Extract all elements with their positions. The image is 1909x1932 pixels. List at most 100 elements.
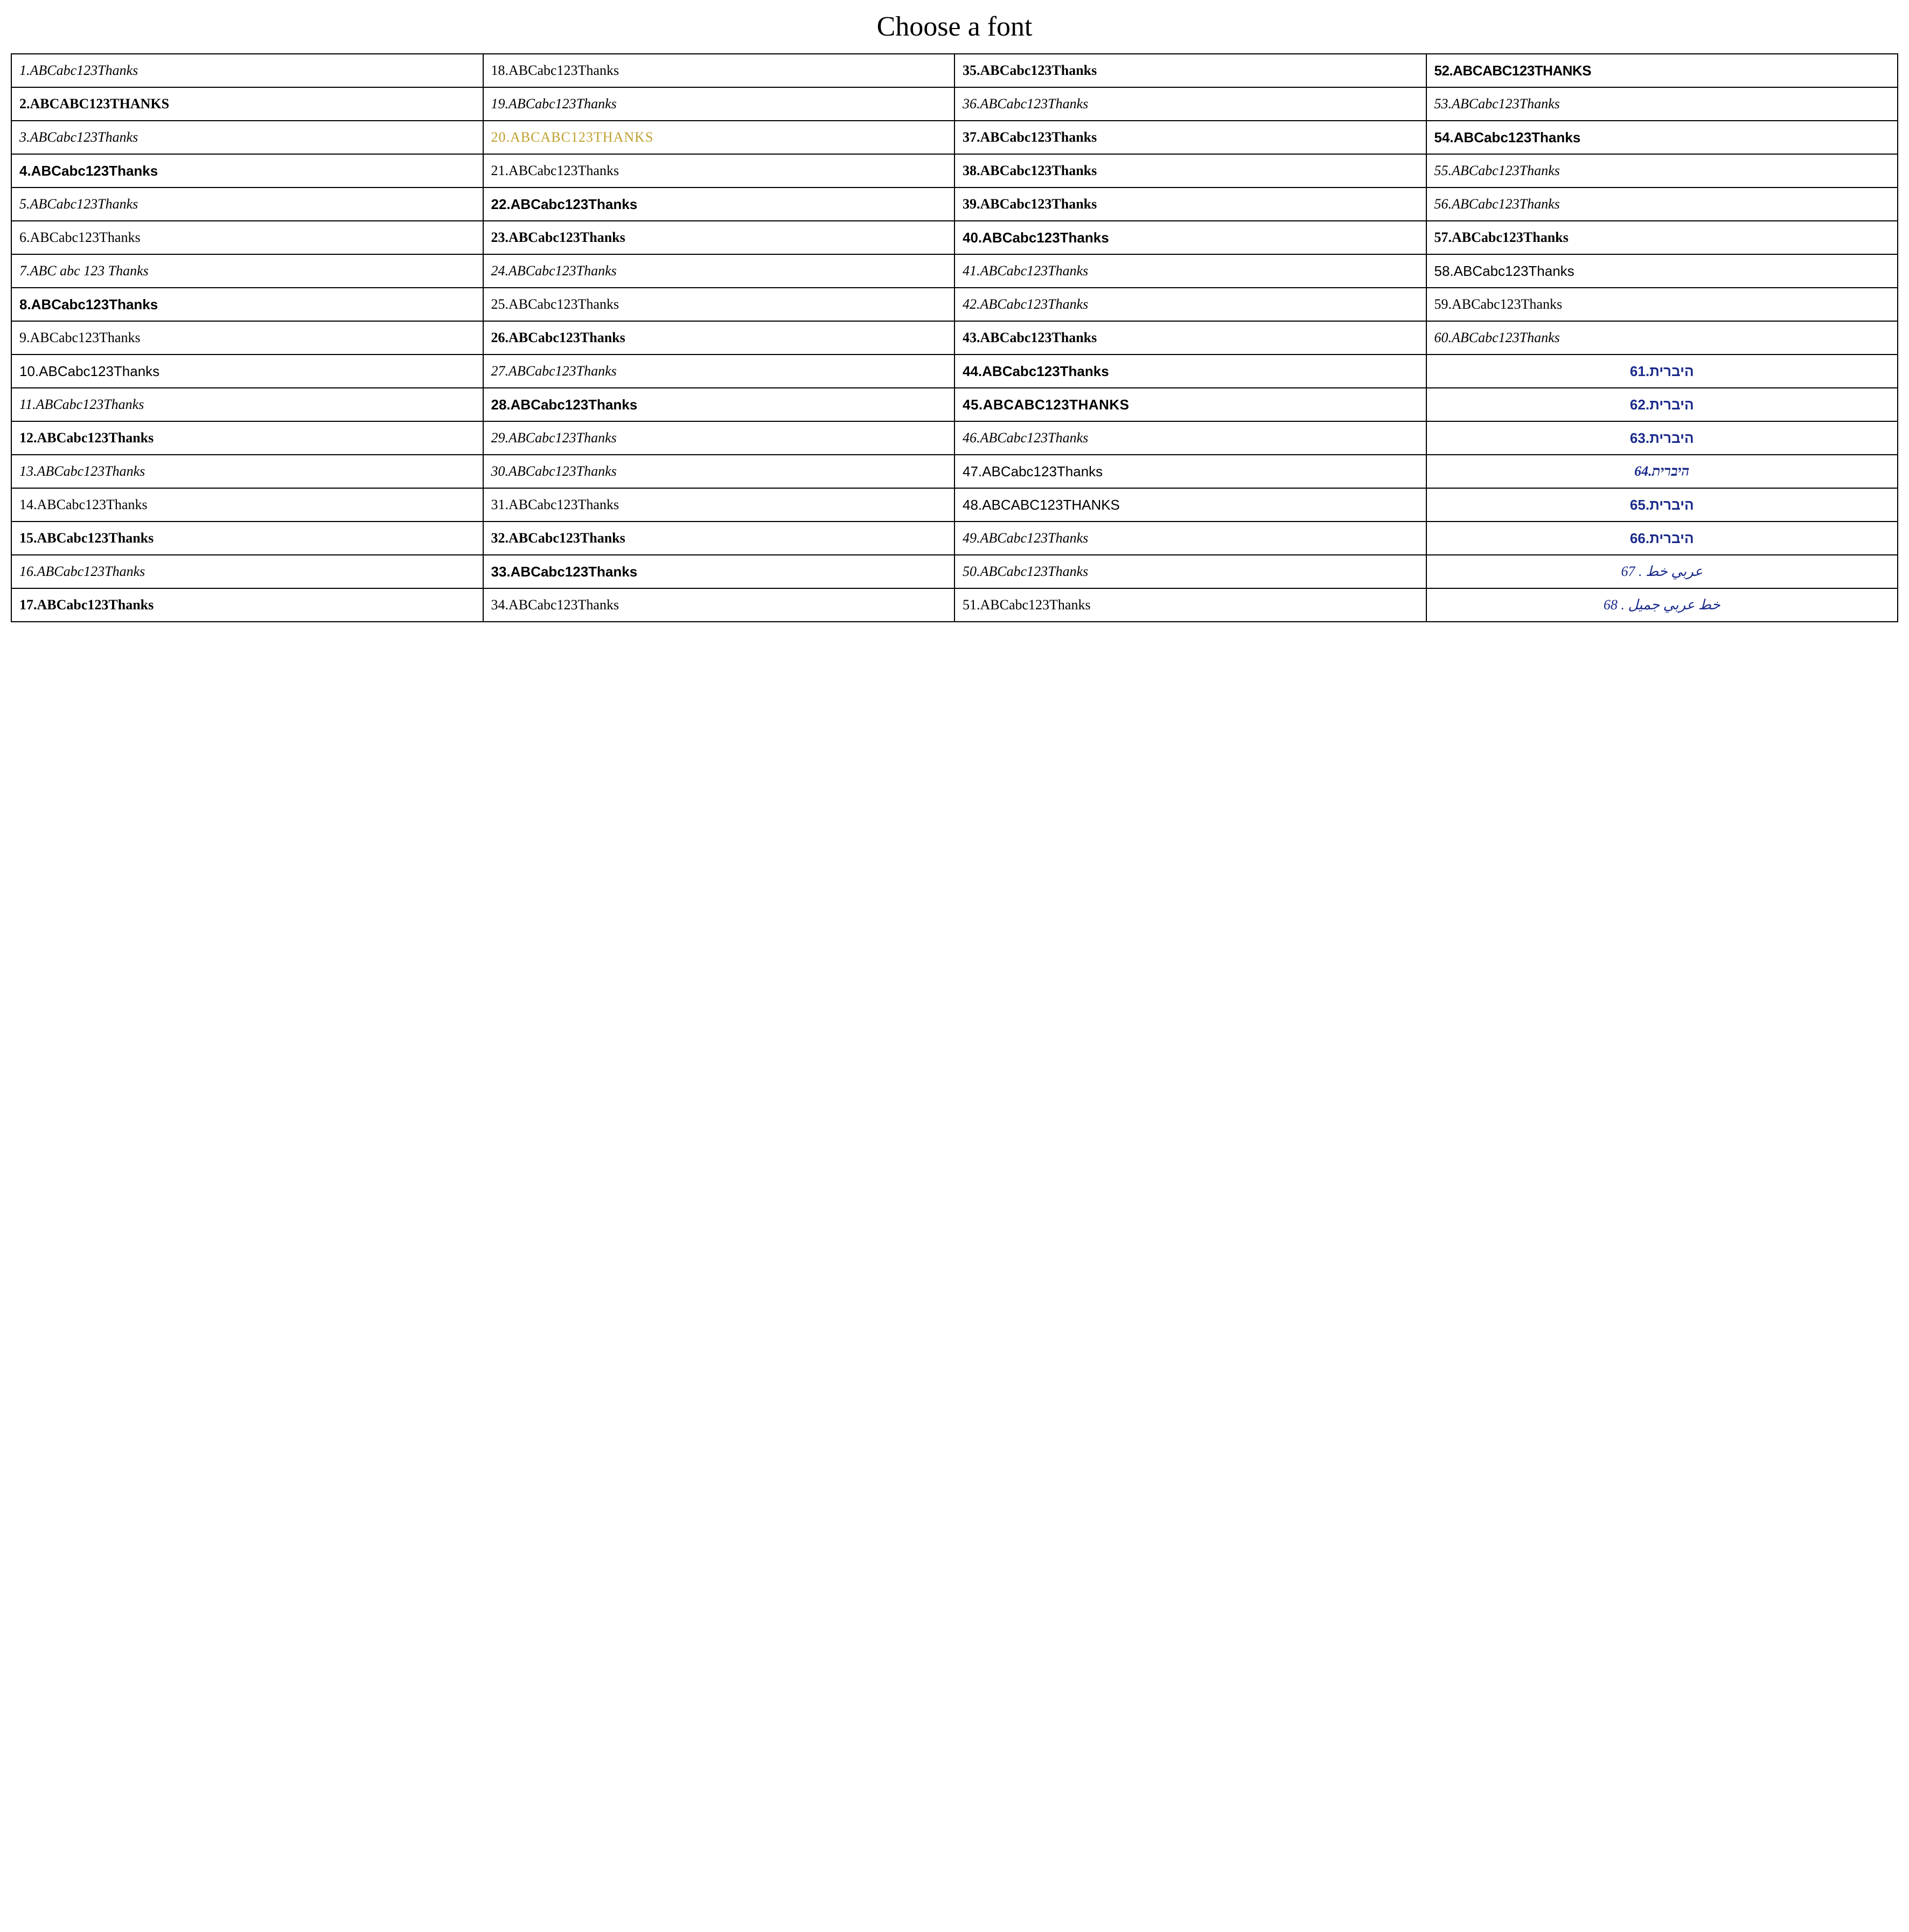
font-sample-15[interactable]: 15.ABCabc123Thanks <box>11 522 483 555</box>
font-sample-64[interactable]: 64.היברית <box>1426 455 1898 488</box>
font-sample-65[interactable]: 65.היברית <box>1426 488 1898 522</box>
font-sample-13[interactable]: 13.ABCabc123Thanks <box>11 455 483 488</box>
font-sample-61[interactable]: 61.היברית <box>1426 355 1898 388</box>
table-row: 17.ABCabc123Thanks34.ABCabc123Thanks51.A… <box>11 588 1898 622</box>
font-sample-63[interactable]: 63.היברית <box>1426 421 1898 455</box>
font-sample-label: 40.ABCabc123Thanks <box>963 230 1109 246</box>
font-sample-label: 43.ABCabc123Thanks <box>963 330 1097 345</box>
font-sample-53[interactable]: 53.ABCabc123Thanks <box>1426 87 1898 121</box>
font-sample-label: 13.ABCabc123Thanks <box>19 463 145 479</box>
font-sample-2[interactable]: 2.ABCABC123THANKS <box>11 87 483 121</box>
font-sample-11[interactable]: 11.ABCabc123Thanks <box>11 388 483 421</box>
font-sample-19[interactable]: 19.ABCabc123Thanks <box>483 87 955 121</box>
font-sample-25[interactable]: 25.ABCabc123Thanks <box>483 288 955 321</box>
font-sample-17[interactable]: 17.ABCabc123Thanks <box>11 588 483 622</box>
font-sample-51[interactable]: 51.ABCabc123Thanks <box>954 588 1426 622</box>
font-sample-26[interactable]: 26.ABCabc123Thanks <box>483 321 955 355</box>
font-sample-9[interactable]: 9.ABCabc123Thanks <box>11 321 483 355</box>
font-sample-31[interactable]: 31.ABCabc123Thanks <box>483 488 955 522</box>
font-sample-66[interactable]: 66.היברית <box>1426 522 1898 555</box>
font-sample-57[interactable]: 57.ABCabc123Thanks <box>1426 221 1898 254</box>
font-sample-label: 10.ABCabc123Thanks <box>19 363 159 379</box>
font-sample-label: 27.ABCabc123Thanks <box>491 363 617 379</box>
font-sample-62[interactable]: 62.היברית <box>1426 388 1898 421</box>
font-sample-5[interactable]: 5.ABCabc123Thanks <box>11 187 483 221</box>
font-sample-68[interactable]: 68 . خط عربي جميل <box>1426 588 1898 622</box>
font-sample-label: 36.ABCabc123Thanks <box>963 96 1088 112</box>
font-sample-label: 60.ABCabc123Thanks <box>1434 330 1560 345</box>
font-sample-label: 67 . عربي خط <box>1621 564 1703 579</box>
font-sample-12[interactable]: 12.ABCabc123Thanks <box>11 421 483 455</box>
table-row: 1.ABCabc123Thanks18.ABCabc123Thanks35.AB… <box>11 54 1898 87</box>
font-sample-6[interactable]: 6.ABCabc123Thanks <box>11 221 483 254</box>
table-row: 4.ABCabc123Thanks21.ABCabc123Thanks38.AB… <box>11 154 1898 187</box>
font-sample-label: 12.ABCabc123Thanks <box>19 430 154 446</box>
font-sample-55[interactable]: 55.ABCabc123Thanks <box>1426 154 1898 187</box>
table-row: 7.ABC abc 123 Thanks 24.ABCabc123Thanks 41… <box>11 254 1898 288</box>
font-sample-22[interactable]: 22.ABCabc123Thanks <box>483 187 955 221</box>
font-sample-label: 42.ABCabc123Thanks <box>963 296 1088 312</box>
font-sample-label: 58.ABCabc123Thanks <box>1434 263 1574 279</box>
font-sample-29[interactable]: 29.ABCabc123Thanks <box>483 421 955 455</box>
font-sample-54[interactable]: 54.ABCabc123Thanks <box>1426 121 1898 154</box>
page-title: Choose a font <box>11 11 1898 43</box>
font-sample-44[interactable]: 44.ABCabc123Thanks <box>954 355 1426 388</box>
font-sample-label: 6.ABCabc123Thanks <box>19 230 141 245</box>
font-sample-33[interactable]: 33.ABCabc123Thanks <box>483 555 955 588</box>
font-sample-14[interactable]: 14.ABCabc123Thanks <box>11 488 483 522</box>
font-sample-label: 66.היברית <box>1630 530 1694 546</box>
font-sample-7[interactable]: 7.ABC abc 123 Thanks <box>11 254 483 288</box>
font-sample-48[interactable]: 48.ABCABC123THANKS <box>954 488 1426 522</box>
table-row: 8.ABCabc123Thanks 25.ABCabc123Thanks 42.AB… <box>11 288 1898 321</box>
font-sample-58[interactable]: 58.ABCabc123Thanks <box>1426 254 1898 288</box>
font-sample-41[interactable]: 41.ABCabc123Thanks <box>954 254 1426 288</box>
font-sample-20[interactable]: 20.ABCABC123THANKS <box>483 121 955 154</box>
font-sample-label: 41.ABCabc123Thanks <box>963 263 1088 279</box>
font-sample-28[interactable]: 28.ABCabc123Thanks <box>483 388 955 421</box>
font-sample-56[interactable]: 56.ABCabc123Thanks <box>1426 187 1898 221</box>
font-sample-47[interactable]: 47.ABCabc123Thanks <box>954 455 1426 488</box>
font-sample-18[interactable]: 18.ABCabc123Thanks <box>483 54 955 87</box>
font-sample-label: 2.ABCABC123THANKS <box>19 96 169 112</box>
font-sample-label: 52.ABCABC123THANKS <box>1434 62 1592 79</box>
font-sample-label: 3.ABCabc123Thanks <box>19 129 138 145</box>
font-sample-1[interactable]: 1.ABCabc123Thanks <box>11 54 483 87</box>
font-sample-label: 59.ABCabc123Thanks <box>1434 296 1563 312</box>
font-sample-39[interactable]: 39.ABCabc123Thanks <box>954 187 1426 221</box>
font-sample-label: 55.ABCabc123Thanks <box>1434 163 1560 178</box>
font-sample-36[interactable]: 36.ABCabc123Thanks <box>954 87 1426 121</box>
font-sample-label: 28.ABCabc123Thanks <box>491 397 638 413</box>
font-sample-10[interactable]: 10.ABCabc123Thanks <box>11 355 483 388</box>
font-sample-46[interactable]: 46.ABCabc123Thanks <box>954 421 1426 455</box>
font-sample-30[interactable]: 30.ABCabc123Thanks <box>483 455 955 488</box>
font-sample-21[interactable]: 21.ABCabc123Thanks <box>483 154 955 187</box>
font-sample-40[interactable]: 40.ABCabc123Thanks <box>954 221 1426 254</box>
font-sample-37[interactable]: 37.ABCabc123Thanks <box>954 121 1426 154</box>
font-sample-label: 50.ABCabc123Thanks <box>963 564 1088 579</box>
font-sample-35[interactable]: 35.ABCabc123Thanks <box>954 54 1426 87</box>
font-sample-16[interactable]: 16.ABCabc123Thanks <box>11 555 483 588</box>
font-sample-27[interactable]: 27.ABCabc123Thanks <box>483 355 955 388</box>
font-sample-38[interactable]: 38.ABCabc123Thanks <box>954 154 1426 187</box>
font-sample-label: 29.ABCabc123Thanks <box>491 430 617 446</box>
font-sample-23[interactable]: 23.ABCabc123Thanks <box>483 221 955 254</box>
font-sample-8[interactable]: 8.ABCabc123Thanks <box>11 288 483 321</box>
font-sample-label: 25.ABCabc123Thanks <box>491 296 619 312</box>
font-sample-3[interactable]: 3.ABCabc123Thanks <box>11 121 483 154</box>
font-sample-45[interactable]: 45.ABCABC123THANKS <box>954 388 1426 421</box>
font-sample-67[interactable]: 67 . عربي خط <box>1426 555 1898 588</box>
font-sample-32[interactable]: 32.ABCabc123Thanks <box>483 522 955 555</box>
font-sample-24[interactable]: 24.ABCabc123Thanks <box>483 254 955 288</box>
font-sample-34[interactable]: 34.ABCabc123Thanks <box>483 588 955 622</box>
font-sample-42[interactable]: 42.ABCabc123Thanks <box>954 288 1426 321</box>
font-sample-60[interactable]: 60.ABCabc123Thanks <box>1426 321 1898 355</box>
font-sample-label: 7.ABC abc 123 Thanks <box>19 263 149 279</box>
font-sample-label: 53.ABCabc123Thanks <box>1434 96 1560 112</box>
font-sample-4[interactable]: 4.ABCabc123Thanks <box>11 154 483 187</box>
font-sample-50[interactable]: 50.ABCabc123Thanks <box>954 555 1426 588</box>
font-sample-59[interactable]: 59.ABCabc123Thanks <box>1426 288 1898 321</box>
font-sample-43[interactable]: 43.ABCabc123Thanks <box>954 321 1426 355</box>
font-sample-49[interactable]: 49.ABCabc123Thanks <box>954 522 1426 555</box>
font-sample-52[interactable]: 52.ABCABC123THANKS <box>1426 54 1898 87</box>
font-sample-label: 65.היברית <box>1630 497 1694 513</box>
